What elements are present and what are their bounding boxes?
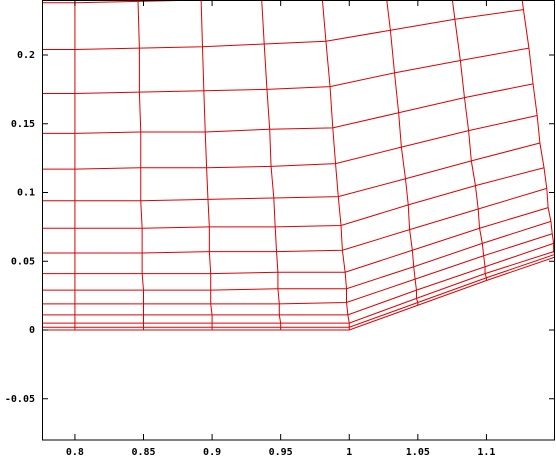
mesh-column: [386, 0, 419, 306]
x-tick-label: 0.9: [203, 447, 221, 458]
mesh-row: [42, 253, 555, 328]
mesh-row: [42, 233, 553, 305]
y-tick-label: 0: [29, 325, 35, 336]
x-tick-label: 0.8: [66, 447, 84, 458]
x-tick-label: 1.05: [406, 447, 430, 458]
mesh-row: [42, 115, 538, 170]
x-tick-label: 0.95: [269, 447, 293, 458]
mesh-row: [42, 256, 555, 331]
mesh-row: [42, 9, 524, 50]
mesh-row: [42, 251, 554, 324]
x-tick-label: 0.85: [131, 447, 155, 458]
plot-frame: [42, 0, 555, 441]
mesh-column: [521, 0, 555, 258]
y-tick-label: 0.2: [17, 50, 35, 61]
mesh-row: [42, 0, 209, 4]
mesh-column: [137, 1, 145, 330]
x-tick-label: 1: [346, 447, 352, 458]
y-tick-label: 0.1: [17, 188, 35, 199]
y-tick-label: -0.05: [5, 394, 35, 405]
mesh-column: [261, 0, 282, 330]
mesh-row: [42, 47, 530, 94]
mesh-column: [200, 0, 213, 330]
mesh-column: [321, 0, 350, 330]
y-tick-label: 0.05: [11, 256, 35, 267]
mesh: [42, 0, 555, 331]
mesh-column: [451, 0, 487, 281]
y-tick-label: 0.15: [11, 119, 35, 130]
x-tick-label: 1.1: [477, 447, 495, 458]
